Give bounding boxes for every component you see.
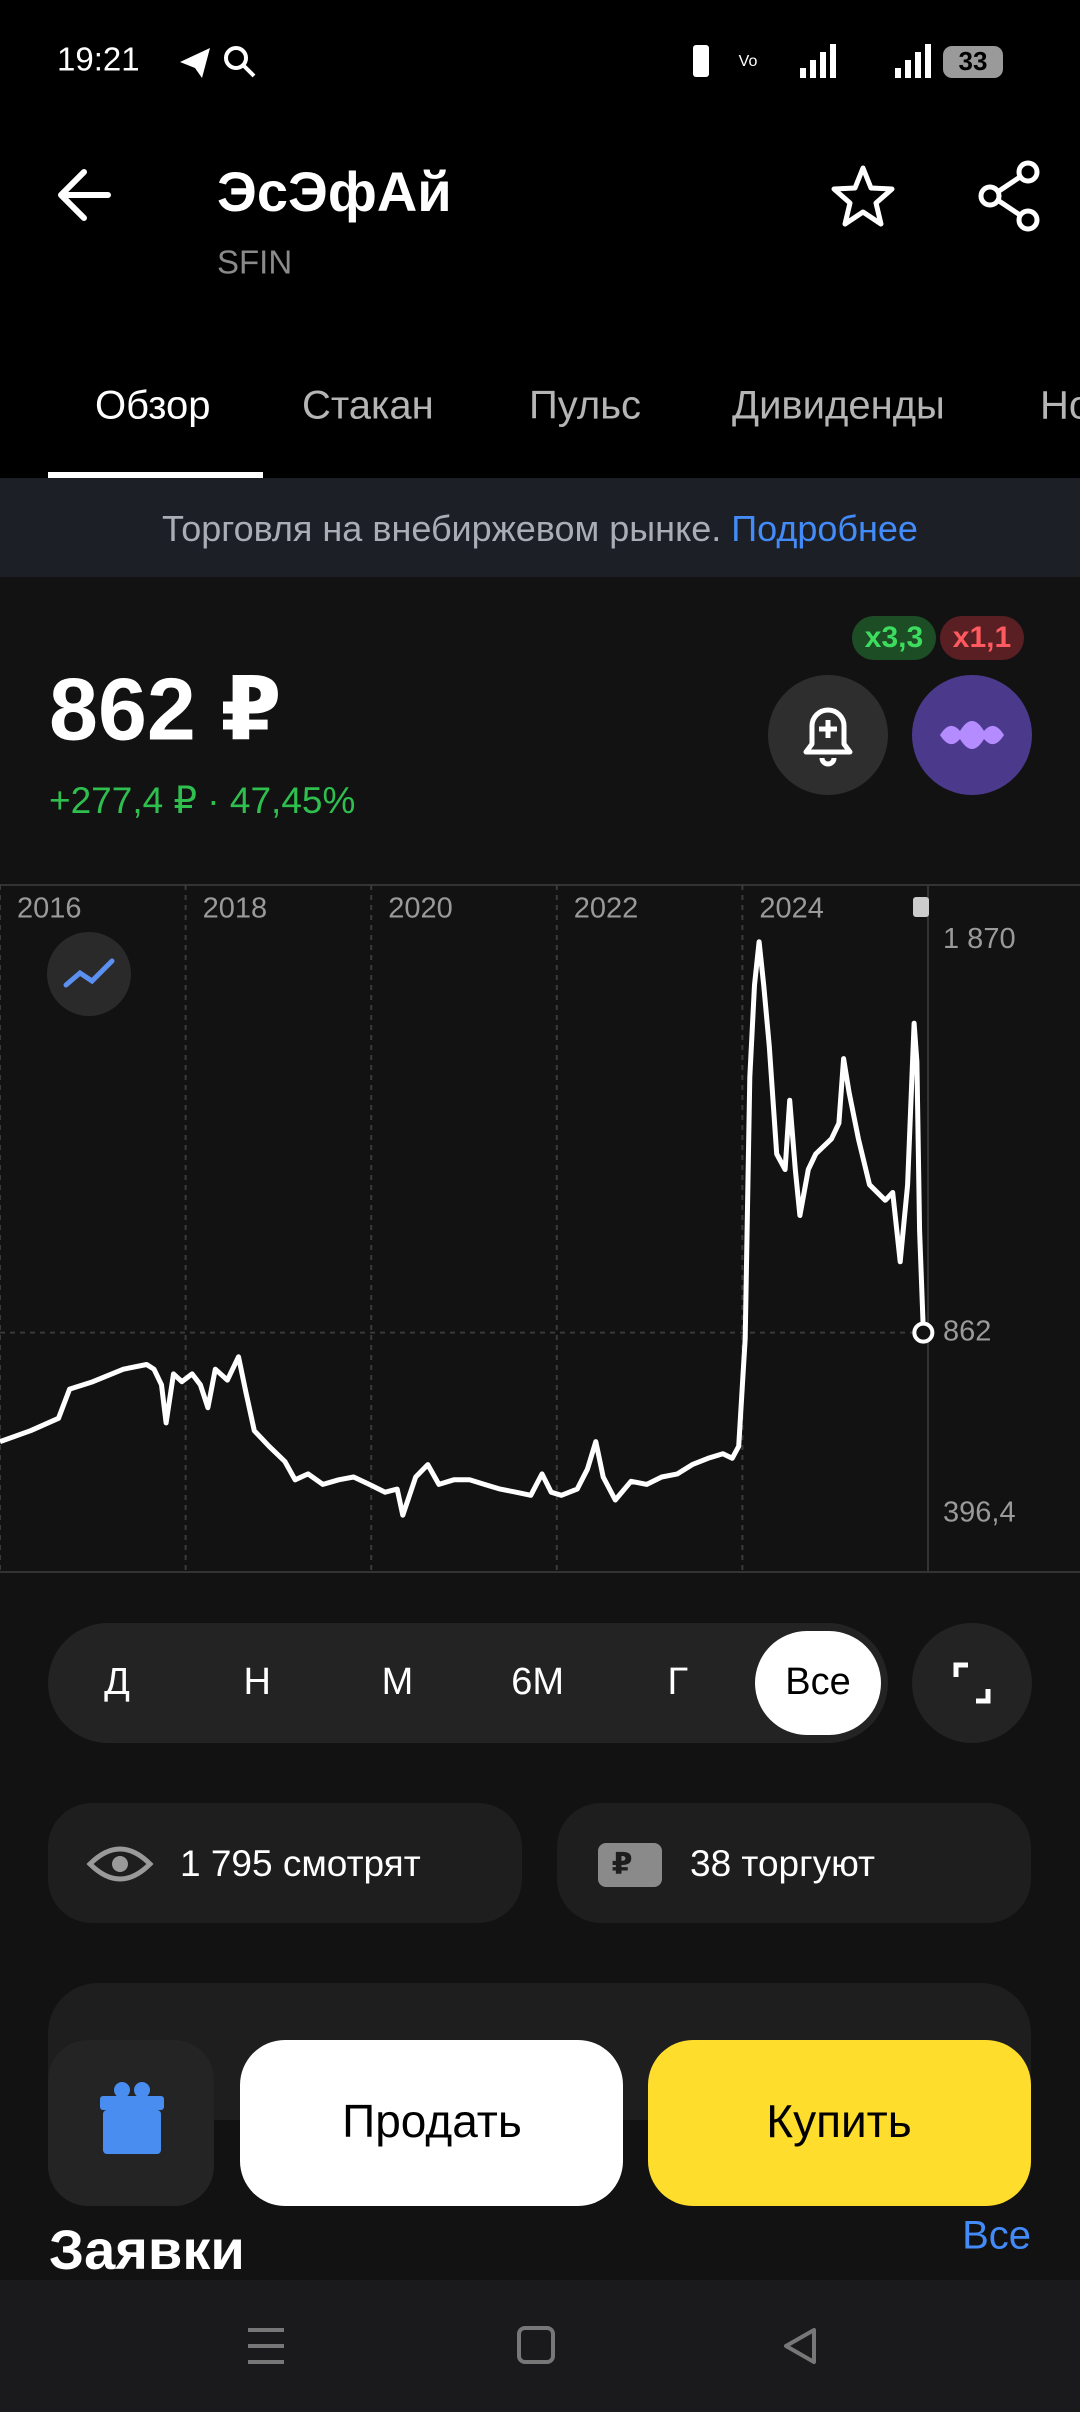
share-icon[interactable] <box>997 174 1022 218</box>
indicator-button[interactable] <box>47 932 131 1016</box>
battery-level: 33 <box>959 46 988 76</box>
price-change: +277,4 ₽ · 47,45% <box>49 780 355 821</box>
fullscreen-button[interactable] <box>912 1623 1032 1743</box>
search-icon <box>241 63 256 78</box>
period-option[interactable]: М <box>382 1661 414 1703</box>
chart: 2016 2018 2020 2022 2024 1 870 862 396,4 <box>0 884 1080 1573</box>
y-tick-label: 1 870 <box>943 923 1016 955</box>
gift-icon[interactable] <box>134 2082 150 2098</box>
ruble-icon <box>598 1843 662 1887</box>
nav-back[interactable] <box>784 2328 816 2364</box>
share-icon[interactable] <box>1016 160 1040 184</box>
volte-icon: Vo <box>739 53 758 70</box>
buy-label[interactable]: Купить <box>766 2095 911 2147</box>
y-tick-label: 396,4 <box>943 1497 1016 1529</box>
nav-menu[interactable] <box>248 2328 284 2364</box>
badge-text: x3,3 <box>865 621 923 654</box>
share-button[interactable] <box>978 160 1040 232</box>
period-selected[interactable] <box>755 1631 881 1735</box>
x-tick-label: 2022 <box>574 893 639 925</box>
badge <box>852 616 936 660</box>
gift-icon[interactable] <box>100 2096 164 2110</box>
back-arrow[interactable] <box>58 169 111 221</box>
x-tick-label: 2024 <box>759 893 824 925</box>
y-tick-label: 862 <box>943 1315 991 1347</box>
share-icon[interactable] <box>1016 208 1040 232</box>
tab[interactable]: Пульс <box>529 384 641 428</box>
period-selector <box>48 1623 888 1743</box>
period-option[interactable]: Все <box>785 1661 850 1703</box>
period-option[interactable]: Н <box>243 1661 270 1703</box>
title: ЭсЭфАй <box>217 160 452 223</box>
banner-message: Торговля на внебиржевом рынке. <box>162 508 721 549</box>
ticker: SFIN <box>217 244 292 281</box>
tab[interactable]: Стакан <box>302 384 434 428</box>
gift-icon[interactable] <box>100 2082 164 2154</box>
indicator-icon[interactable] <box>63 958 115 988</box>
status-time: 19:21 <box>57 41 140 78</box>
last-price-marker <box>912 1321 935 1344</box>
share-icon[interactable] <box>978 184 1002 208</box>
ruble-icon: ₽ <box>612 1848 633 1881</box>
price-line <box>0 939 926 1518</box>
tab[interactable]: Но <box>1040 384 1080 428</box>
traders-count: 38 торгуют <box>690 1843 875 1884</box>
nav-home[interactable] <box>517 2326 555 2364</box>
battery-icon <box>943 46 1003 78</box>
gift-icon[interactable] <box>103 2110 161 2154</box>
sell-button[interactable] <box>240 2040 623 2206</box>
period-option[interactable]: Д <box>104 1661 130 1703</box>
banner-link[interactable]: Подробнее <box>731 508 918 549</box>
alert-icon[interactable] <box>803 707 853 767</box>
period-group: Д Н М 6М Г Все <box>104 1631 881 1735</box>
x-tick-label: 2016 <box>17 893 82 925</box>
gift-icon[interactable] <box>114 2082 130 2098</box>
orders-title: Заявки <box>49 2218 245 2281</box>
eye-icon <box>112 1856 128 1872</box>
price: 862 ₽ <box>49 659 282 758</box>
favorite-button[interactable] <box>831 165 895 227</box>
watchers-count: 1 795 смотрят <box>180 1843 421 1884</box>
telegram-icon <box>180 48 210 78</box>
chart-marker-icon <box>913 897 929 917</box>
signal-icons <box>693 44 931 78</box>
watchers-pill <box>48 1803 522 1923</box>
search-icon <box>224 46 248 70</box>
sell-label[interactable]: Продать <box>342 2095 522 2147</box>
tab-indicator <box>48 472 263 478</box>
eye-icon <box>86 1846 154 1882</box>
fullscreen-icon[interactable] <box>953 1662 991 1704</box>
x-tick-label: 2020 <box>388 893 453 925</box>
back-button[interactable] <box>58 169 111 221</box>
orders-all-link[interactable]: Все <box>962 2214 1031 2258</box>
tab[interactable]: Дивиденды <box>732 384 945 428</box>
buy-button[interactable] <box>648 2040 1031 2206</box>
traders-pill <box>557 1803 1031 1923</box>
badge <box>940 616 1024 660</box>
badge-text: x1,1 <box>953 621 1011 654</box>
nav-bar <box>0 2280 1080 2412</box>
period-option[interactable]: 6М <box>511 1661 564 1703</box>
x-tick-label: 2018 <box>203 893 268 925</box>
banner <box>0 478 1080 577</box>
banner-text: Торговля на внебиржевом рынке. Подробнее <box>162 508 918 549</box>
pulse-icon[interactable] <box>940 721 1004 749</box>
period-option[interactable]: Г <box>668 1661 689 1703</box>
tab[interactable]: Обзор <box>95 384 211 428</box>
